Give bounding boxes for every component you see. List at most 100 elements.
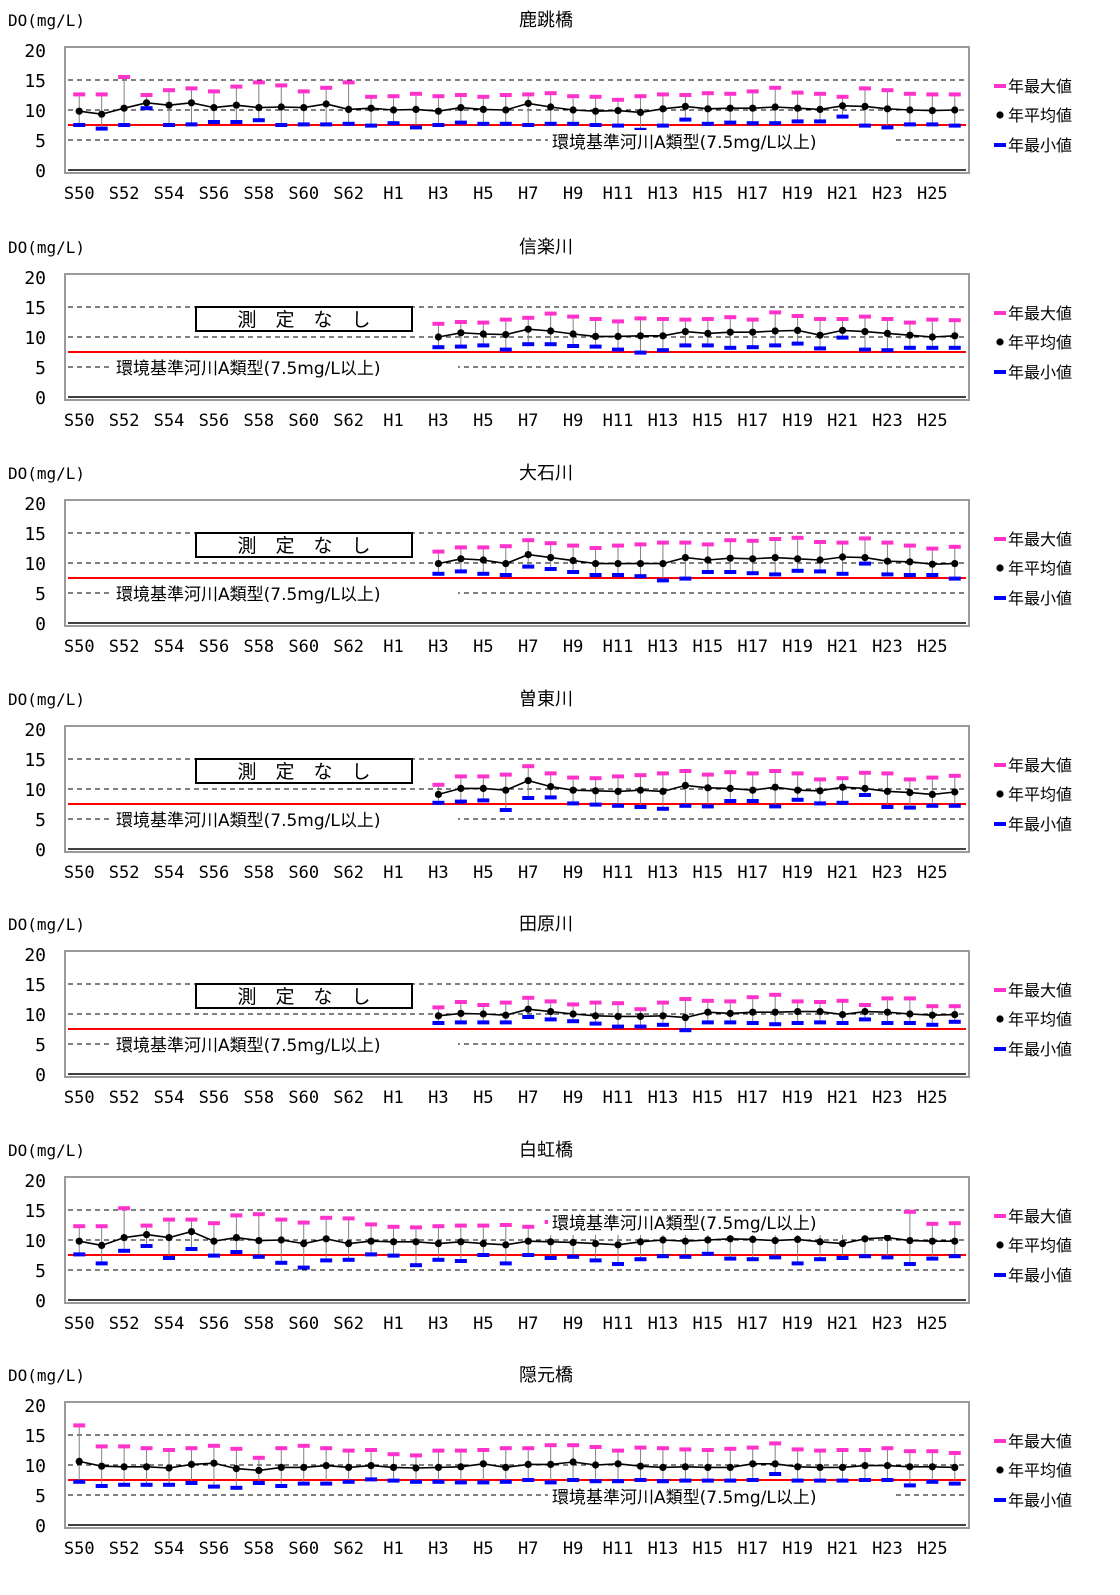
mean-point bbox=[547, 327, 555, 335]
mean-point bbox=[75, 1237, 83, 1245]
mean-point bbox=[816, 1238, 824, 1246]
min-marker bbox=[522, 796, 535, 800]
min-marker bbox=[679, 803, 692, 808]
min-marker bbox=[73, 123, 86, 127]
min-marker bbox=[903, 122, 916, 127]
max-marker bbox=[454, 320, 467, 324]
max-marker bbox=[814, 91, 827, 96]
mean-point bbox=[591, 1461, 600, 1469]
mean-point bbox=[591, 1012, 600, 1020]
max-marker bbox=[746, 1445, 759, 1450]
min-marker bbox=[387, 121, 400, 126]
x-tick-label: H9 bbox=[563, 637, 583, 657]
mean-point bbox=[434, 790, 443, 798]
y-tick-label: 5 bbox=[35, 358, 46, 379]
mean-point bbox=[883, 329, 892, 337]
min-marker bbox=[409, 125, 422, 130]
x-tick-label: H21 bbox=[827, 637, 858, 657]
x-tick-label: S62 bbox=[333, 184, 364, 204]
max-marker bbox=[589, 317, 602, 321]
min-marker bbox=[926, 1022, 939, 1027]
min-marker bbox=[477, 798, 490, 803]
mean-point bbox=[861, 102, 869, 110]
min-marker bbox=[499, 1479, 512, 1484]
x-tick-label: H5 bbox=[473, 1539, 493, 1559]
legend-max-swatch bbox=[994, 988, 1006, 992]
max-marker bbox=[679, 540, 692, 545]
x-tick-label: H15 bbox=[692, 184, 723, 204]
y-axis-label: DO(mg/L) bbox=[8, 1141, 85, 1160]
mean-point bbox=[928, 1237, 936, 1245]
x-tick-label: S54 bbox=[154, 411, 185, 431]
max-marker bbox=[544, 541, 557, 546]
x-tick-label: S62 bbox=[333, 411, 364, 431]
x-tick-label: S60 bbox=[288, 1314, 319, 1334]
min-marker bbox=[612, 803, 625, 808]
max-marker bbox=[926, 1004, 939, 1009]
legend-max-label: 年最大値 bbox=[1008, 1432, 1072, 1451]
mean-point bbox=[300, 104, 308, 112]
min-marker bbox=[342, 1257, 355, 1262]
min-marker bbox=[926, 122, 939, 127]
min-marker bbox=[544, 1480, 557, 1485]
min-marker bbox=[567, 344, 580, 348]
x-tick-label: H3 bbox=[428, 1314, 448, 1334]
min-marker bbox=[589, 344, 602, 349]
legend-mean-label: 年平均値 bbox=[1008, 1236, 1072, 1255]
max-marker bbox=[477, 545, 490, 550]
legend-mean-swatch bbox=[996, 338, 1004, 346]
mean-point bbox=[951, 106, 959, 114]
x-tick-label: S58 bbox=[243, 411, 274, 431]
min-marker bbox=[634, 574, 647, 579]
min-marker bbox=[432, 345, 445, 350]
max-marker bbox=[903, 777, 916, 782]
min-marker bbox=[948, 123, 961, 128]
max-marker bbox=[656, 540, 669, 545]
x-tick-label: H5 bbox=[473, 1314, 493, 1334]
max-marker bbox=[567, 94, 580, 99]
min-marker bbox=[701, 570, 714, 574]
mean-point bbox=[322, 100, 330, 108]
max-marker bbox=[926, 1221, 939, 1226]
mean-point bbox=[771, 783, 779, 791]
max-marker bbox=[409, 91, 422, 96]
min-marker bbox=[903, 345, 916, 350]
min-marker bbox=[612, 1024, 625, 1029]
max-marker bbox=[701, 542, 714, 547]
mean-point bbox=[434, 333, 443, 341]
min-marker bbox=[701, 1478, 714, 1483]
min-marker bbox=[881, 805, 894, 809]
x-tick-label: S60 bbox=[288, 863, 319, 883]
x-tick-label: S56 bbox=[199, 1314, 230, 1334]
max-marker bbox=[207, 1221, 220, 1226]
min-marker bbox=[836, 1478, 849, 1483]
max-marker bbox=[230, 84, 243, 89]
mean-point bbox=[883, 105, 892, 113]
standard-label-bg bbox=[548, 1485, 894, 1509]
max-marker bbox=[769, 992, 782, 997]
mean-point bbox=[883, 1462, 892, 1470]
min-marker bbox=[948, 576, 961, 581]
mean-point bbox=[749, 1235, 757, 1243]
mean-point bbox=[255, 104, 263, 112]
x-tick-label: H23 bbox=[872, 637, 903, 657]
min-marker bbox=[477, 1253, 490, 1257]
legend-mean-label: 年平均値 bbox=[1008, 333, 1072, 352]
max-marker bbox=[320, 1446, 333, 1451]
mean-point bbox=[457, 329, 465, 337]
max-marker bbox=[814, 1448, 827, 1453]
min-marker bbox=[544, 795, 557, 800]
x-tick-label: H7 bbox=[518, 863, 538, 883]
legend-mean-label: 年平均値 bbox=[1008, 785, 1072, 804]
mean-point bbox=[614, 1012, 622, 1020]
max-marker bbox=[499, 317, 512, 322]
mean-point bbox=[726, 1463, 734, 1471]
min-marker bbox=[163, 1256, 176, 1260]
x-tick-label: S50 bbox=[64, 1539, 95, 1559]
standard-label-bg bbox=[548, 130, 894, 154]
mean-point bbox=[636, 1012, 645, 1020]
max-marker bbox=[903, 1449, 916, 1454]
x-tick-label: H11 bbox=[603, 1539, 634, 1559]
x-tick-label: H17 bbox=[737, 1088, 768, 1108]
x-tick-label: H1 bbox=[383, 863, 403, 883]
